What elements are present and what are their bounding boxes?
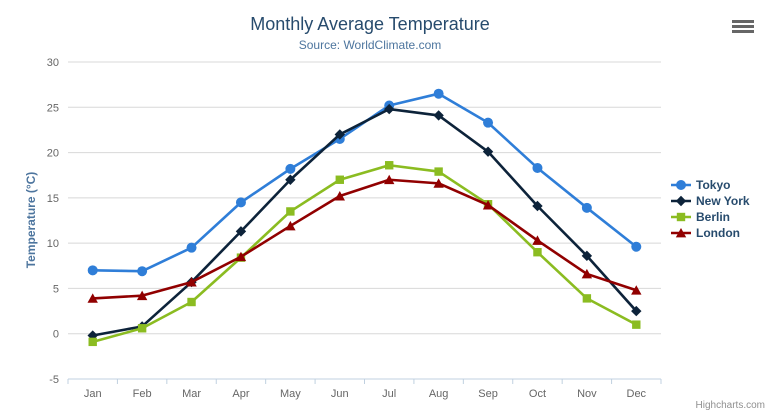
y-axis-tick-label: 20 [47,148,59,160]
chart-subtitle: Source: WorldClimate.com [298,38,442,52]
legend-marker-icon [671,180,691,190]
data-point-marker-square[interactable] [286,207,295,216]
x-axis-tick-label: Sep [478,388,498,400]
x-axis-tick-label: May [280,388,301,400]
data-point-marker-circle[interactable] [137,266,148,277]
data-point-marker-triangle[interactable] [482,200,494,210]
y-axis-tick-label: -5 [49,374,59,386]
y-axis-tick-label: 25 [47,102,59,114]
legend: Tokyo New York Berlin London [671,177,750,241]
data-point-marker-triangle[interactable] [675,228,687,238]
legend-marker-icon [671,195,691,207]
series-new-york[interactable] [87,103,642,341]
legend-marker-icon [671,228,691,238]
x-axis-tick-label: Nov [577,388,597,400]
data-point-marker-diamond[interactable] [433,110,444,121]
legend-item-tokyo[interactable]: Tokyo [671,177,750,193]
data-point-marker-circle[interactable] [433,88,444,99]
legend-item-berlin[interactable]: Berlin [671,209,750,225]
data-point-marker-square[interactable] [137,324,147,333]
data-point-marker-circle[interactable] [581,202,592,213]
data-point-marker-diamond[interactable] [384,103,395,115]
data-point-marker-square[interactable] [335,175,344,184]
data-point-marker-square[interactable] [582,294,592,303]
x-axis-tick-label: Dec [627,388,647,400]
data-point-marker-triangle[interactable] [136,290,148,301]
y-axis-tick-label: 15 [47,193,59,205]
data-point-marker-diamond[interactable] [631,305,642,317]
data-point-marker-diamond[interactable] [532,200,543,212]
data-point-marker-triangle[interactable] [384,174,395,185]
chart-title: Monthly Average Temperature [250,14,490,34]
y-axis-title: Temperature (°C) [24,171,38,269]
data-point-marker-triangle[interactable] [235,251,247,262]
data-point-marker-diamond[interactable] [482,146,494,157]
data-point-marker-triangle[interactable] [334,191,345,201]
y-axis-tick-label: 10 [47,238,59,250]
data-point-marker-square[interactable] [533,248,542,257]
series-line [91,107,638,337]
data-point-marker-circle[interactable] [235,197,246,208]
x-axis-tick-label: Jul [382,388,396,400]
series-line [91,163,638,344]
data-point-marker-square[interactable] [385,161,394,170]
series-tokyo[interactable] [87,88,642,277]
data-point-marker-diamond[interactable] [334,129,345,140]
x-axis-tick-label: Jan [84,388,102,400]
data-point-marker-triangle[interactable] [186,277,197,287]
data-point-marker-triangle[interactable] [433,178,444,188]
data-point-marker-circle[interactable] [483,117,494,128]
x-axis-tick-label: Feb [133,388,152,400]
data-point-marker-square[interactable] [88,337,97,347]
data-point-marker-square[interactable] [676,212,686,222]
x-axis-tick-label: Jun [331,388,349,400]
legend-label: London [696,226,740,240]
series-line [91,178,638,300]
y-axis-tick-label: 30 [47,57,59,69]
x-axis-tick-label: Apr [232,388,249,400]
series-london[interactable] [87,174,642,303]
data-point-marker-diamond[interactable] [675,195,687,207]
legend-item-new-york[interactable]: New York [671,193,750,209]
data-point-marker-triangle[interactable] [532,235,543,245]
x-axis-tick-label: Aug [429,388,449,400]
data-point-marker-circle[interactable] [87,265,98,276]
data-point-marker-diamond[interactable] [235,226,247,237]
chart-context-menu-button[interactable] [732,20,756,38]
hamburger-icon [732,20,756,33]
legend-marker-icon [671,212,691,222]
legend-label: Berlin [696,210,731,224]
data-point-marker-circle[interactable] [532,162,543,173]
data-point-marker-circle[interactable] [676,180,686,190]
legend-label: Tokyo [696,178,731,192]
data-point-marker-triangle[interactable] [631,285,642,295]
legend-item-london[interactable]: London [671,225,750,241]
data-point-marker-square[interactable] [187,297,196,307]
x-axis-tick-label: Mar [182,388,201,400]
legend-label: New York [696,194,750,208]
data-point-marker-square[interactable] [434,167,443,176]
data-point-marker-diamond[interactable] [581,250,593,262]
credits-link[interactable]: Highcharts.com [695,400,765,411]
data-point-marker-triangle[interactable] [87,293,98,303]
x-axis-tick-label: Oct [529,388,546,400]
data-point-marker-circle[interactable] [186,242,197,253]
data-point-marker-circle[interactable] [285,163,296,174]
data-point-marker-square[interactable] [632,320,641,329]
data-point-marker-diamond[interactable] [285,174,296,185]
data-point-marker-circle[interactable] [631,241,642,252]
y-axis-tick-label: 5 [53,283,59,295]
data-point-marker-triangle[interactable] [581,268,593,279]
data-point-marker-triangle[interactable] [285,220,296,231]
y-axis-tick-label: 0 [53,329,59,341]
